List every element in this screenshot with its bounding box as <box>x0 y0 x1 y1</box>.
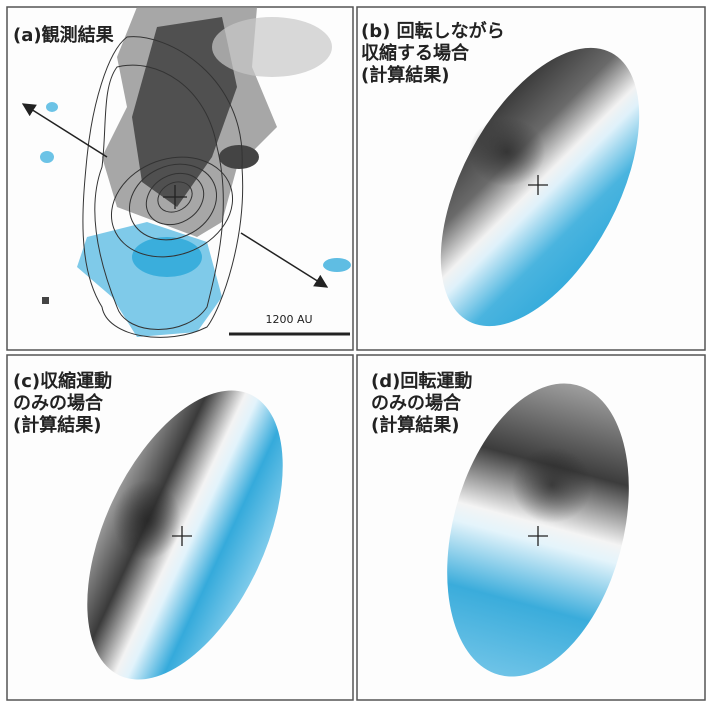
panel-label: 収縮する場合 <box>361 42 470 64</box>
map-shape <box>40 151 54 163</box>
model-core <box>113 480 181 560</box>
panel-label: (b) 回転しながら <box>361 20 505 42</box>
panel-c: (c)収縮運動 のみの場合 (計算結果) <box>6 354 354 701</box>
arrow <box>21 103 108 158</box>
panel-d: (d)回転運動 のみの場合 (計算結果) <box>356 354 706 701</box>
panel-b: (b) 回転しながら 収縮する場合 (計算結果) <box>356 6 706 351</box>
observed-map <box>40 7 351 337</box>
scale-bar-label: 1200 AU <box>265 313 312 326</box>
panel-a: 1200 AU (a)観測結果 <box>6 6 354 351</box>
model-disk <box>87 390 283 680</box>
map-shape <box>219 145 259 169</box>
map-shape <box>82 36 244 338</box>
panel-label: (計算結果) <box>371 414 459 436</box>
arrow <box>240 232 329 288</box>
map-shape <box>94 64 224 330</box>
map-shape <box>42 297 49 304</box>
model-core <box>512 447 592 523</box>
map-shape <box>323 258 351 272</box>
map-shape <box>145 172 205 226</box>
map-shape <box>110 156 234 258</box>
panel-label: (c)収縮運動 <box>13 370 112 392</box>
panel-label: (計算結果) <box>13 414 101 436</box>
panel-label: のみの場合 <box>371 392 462 414</box>
contours <box>82 36 244 338</box>
panel-label: のみの場合 <box>13 392 104 414</box>
panel-label: (a)観測結果 <box>13 24 115 46</box>
model-core <box>469 118 545 186</box>
model-disk <box>440 47 640 327</box>
panel-label: (d)回転運動 <box>371 370 472 392</box>
panel-label: (計算結果) <box>361 64 449 86</box>
map-shape <box>132 17 237 207</box>
map-shape <box>157 181 193 213</box>
map-shape <box>46 102 58 112</box>
map-shape <box>212 17 332 77</box>
map-shape <box>128 163 218 241</box>
